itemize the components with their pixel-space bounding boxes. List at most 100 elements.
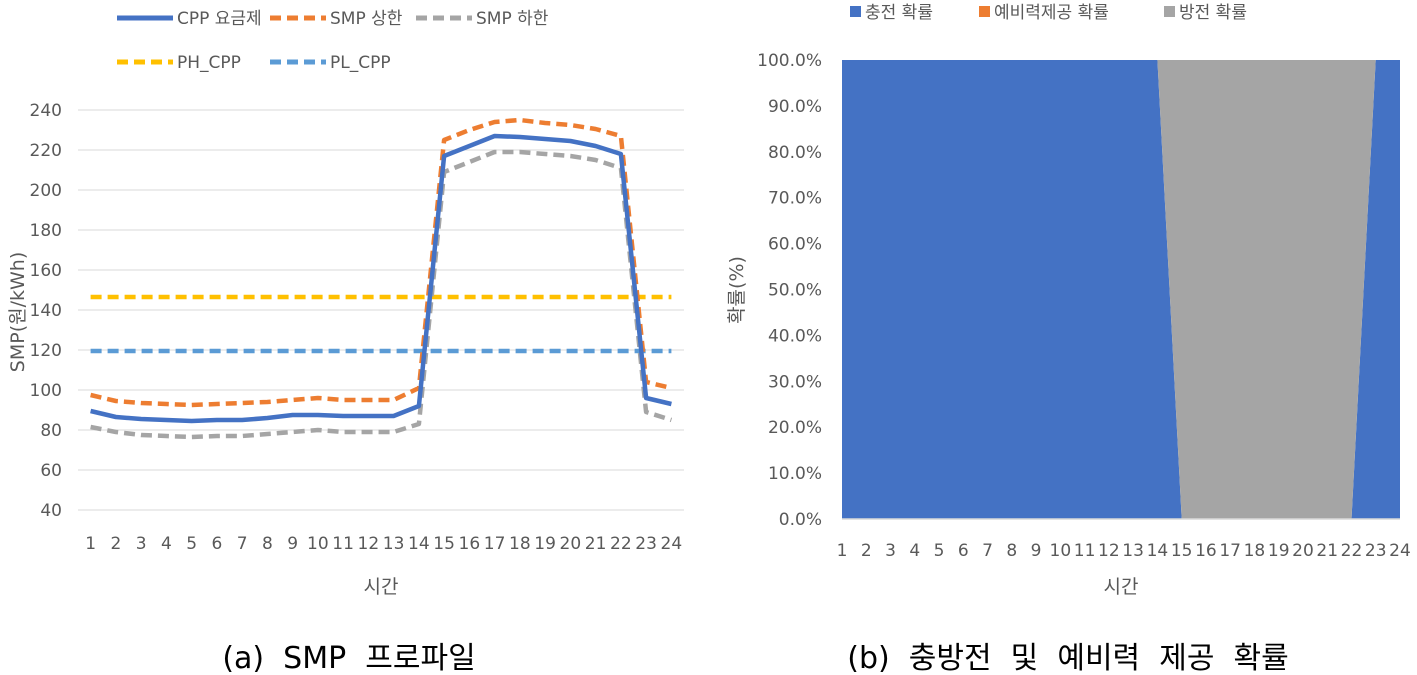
chart-a-y-tick-label: 120 (30, 341, 62, 361)
chart-a-x-tick-label: 4 (161, 534, 172, 554)
chart-a-y-tick-label: 240 (30, 101, 62, 121)
probability-chart: 0.0% 10.0% 20.0% 30.0% 40.0% 50.0% 60.0% 70.0% 8… (726, 3, 1411, 675)
chart-b-x-tick-label: 15 (1171, 541, 1193, 561)
chart-b-x-tick-label: 24 (1389, 541, 1411, 561)
chart-a-x-tick-label: 22 (610, 534, 632, 554)
chart-b-x-tick-label: 20 (1292, 541, 1314, 561)
chart-b-y-ticks: 0.0% 10.0% 20.0% 30.0% 40.0% 50.0% 60.0% 70.0% 8… (757, 51, 822, 530)
chart-b-caption: (b) 충방전 및 예비력 제공 확률 (847, 641, 1288, 675)
chart-a-x-tick-label: 18 (509, 534, 531, 554)
chart-a-x-tick-label: 7 (237, 534, 248, 554)
chart-a-y-tick-label: 40 (40, 501, 62, 521)
chart-b-x-tick-label: 19 (1268, 541, 1290, 561)
chart-a-y-tick-label: 180 (30, 221, 62, 241)
chart-a-x-tick-label: 6 (211, 534, 222, 554)
chart-b-x-tick-label: 2 (861, 541, 872, 561)
chart-b-y-tick-label: 90.0% (768, 97, 822, 117)
chart-a-x-tick-label: 17 (484, 534, 506, 554)
chart-a-caption: (a) SMP 프로파일 (222, 641, 475, 675)
chart-b-legend-label: 방전 확률 (1179, 3, 1247, 23)
chart-a-y-tick-label: 220 (30, 141, 62, 161)
chart-a-x-tick-label: 1 (85, 534, 96, 554)
chart-a-gridlines (78, 109, 684, 511)
chart-a-legend-label: CPP 요금제 (177, 9, 262, 29)
chart-b-y-tick-label: 100.0% (757, 51, 822, 71)
chart-a-x-tick-label: 2 (110, 534, 121, 554)
chart-b-x-tick-label: 13 (1122, 541, 1144, 561)
chart-a-y-tick-label: 200 (30, 181, 62, 201)
chart-a-y-tick-label: 160 (30, 261, 62, 281)
chart-a-y-tick-label: 140 (30, 301, 62, 321)
chart-a-x-tick-label: 10 (307, 534, 329, 554)
chart-b-y-tick-label: 30.0% (768, 372, 822, 392)
chart-a-x-tick-label: 14 (408, 534, 430, 554)
chart-a-y-ticks: 40 60 80 100 120 140 160 180 200 220 240 (30, 101, 62, 521)
chart-a-legend-label: PL_CPP (330, 53, 391, 73)
chart-b-x-tick-label: 21 (1316, 541, 1338, 561)
chart-b-x-tick-label: 22 (1341, 541, 1363, 561)
chart-a-x-tick-label: 12 (358, 534, 380, 554)
chart-b-legend-label: 충전 확률 (865, 3, 933, 23)
chart-b-y-tick-label: 80.0% (768, 143, 822, 163)
chart-b-legend-swatch (1164, 6, 1175, 17)
chart-a-x-tick-label: 5 (186, 534, 197, 554)
chart-a-x-tick-label: 3 (136, 534, 147, 554)
chart-a-x-tick-label: 21 (585, 534, 607, 554)
chart-b-legend-swatch (850, 6, 861, 17)
chart-b-y-tick-label: 70.0% (768, 189, 822, 209)
chart-a-x-tick-label: 19 (534, 534, 556, 554)
chart-b-legend: 충전 확률 예비력제공 확률 방전 확률 (850, 3, 1247, 23)
chart-b-x-tick-label: 8 (1006, 541, 1017, 561)
chart-a-series-line-1 (90, 133, 672, 424)
chart-b-x-tick-label: 3 (885, 541, 896, 561)
chart-b-y-tick-label: 60.0% (768, 235, 822, 255)
chart-a-x-tick-label: 11 (332, 534, 354, 554)
chart-a-series-line-2 (90, 117, 672, 408)
chart-a-series-line-3 (90, 149, 673, 440)
chart-b-x-tick-label: 1 (837, 541, 848, 561)
chart-b-x-ticks: 1 2 3 4 5 6 7 8 9 10 11 12 13 14 15 16 17 18 19 20 21 22 23 24 (837, 541, 1411, 561)
chart-a-x-tick-label: 13 (383, 534, 405, 554)
chart-a-x-tick-label: 9 (287, 534, 298, 554)
chart-a-x-tick-label: 20 (560, 534, 582, 554)
chart-b-x-tick-label: 16 (1195, 541, 1217, 561)
chart-b-x-tick-label: 7 (982, 541, 993, 561)
chart-b-x-tick-label: 23 (1365, 541, 1387, 561)
chart-a-y-tick-label: 60 (40, 461, 62, 481)
chart-a-x-ticks: 1 2 3 4 5 6 7 8 9 10 11 12 13 14 15 16 17 18 19 20 21 22 23 24 (85, 534, 682, 554)
chart-b-y-tick-label: 10.0% (768, 464, 822, 484)
chart-a-series-lines (90, 117, 673, 440)
chart-b-x-tick-label: 10 (1050, 541, 1072, 561)
chart-a-y-tick-label: 100 (30, 381, 62, 401)
chart-b-x-tick-label: 5 (934, 541, 945, 561)
chart-a-y-axis-title: SMP(원/kWh) (7, 252, 29, 372)
chart-b-x-tick-label: 14 (1147, 541, 1169, 561)
chart-a-x-tick-label: 24 (661, 534, 683, 554)
chart-b-y-axis-title: 확률(%) (726, 256, 748, 324)
chart-a-x-tick-label: 8 (262, 534, 273, 554)
chart-a-x-tick-label: 15 (433, 534, 455, 554)
chart-a-legend: CPP 요금제 SMP 상한 SMP 하한 PH_CPP PL_CPP (117, 9, 549, 73)
chart-b-series-areas (842, 60, 1400, 520)
chart-b-x-tick-label: 17 (1219, 541, 1241, 561)
chart-b-x-axis-title: 시간 (1104, 576, 1139, 598)
chart-a-legend-label: SMP 하한 (476, 9, 549, 29)
chart-b-legend-label: 예비력제공 확률 (994, 3, 1109, 23)
chart-b-y-tick-label: 40.0% (768, 326, 822, 346)
chart-b-x-tick-label: 9 (1031, 541, 1042, 561)
chart-b-area-series-3 (842, 60, 1400, 519)
chart-b-legend-swatch (979, 6, 990, 17)
chart-b-area-series-1 (842, 60, 1400, 519)
chart-a-x-tick-label: 23 (635, 534, 657, 554)
chart-b-x-tick-label: 6 (958, 541, 969, 561)
chart-b-x-tick-label: 4 (909, 541, 920, 561)
chart-a-legend-label: PH_CPP (177, 53, 241, 73)
chart-a-x-tick-label: 16 (459, 534, 481, 554)
chart-a-legend-label: SMP 상한 (330, 9, 403, 29)
chart-a-x-axis-title: 시간 (364, 576, 399, 598)
chart-a-y-tick-label: 80 (40, 421, 62, 441)
chart-b-x-tick-label: 11 (1074, 541, 1096, 561)
chart-b-x-tick-label: 18 (1244, 541, 1266, 561)
